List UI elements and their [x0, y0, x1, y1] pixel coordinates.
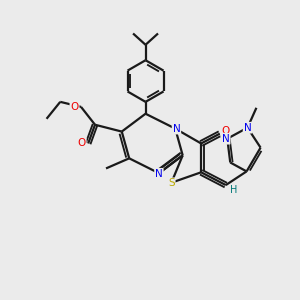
Text: S: S: [168, 178, 175, 188]
Text: O: O: [221, 126, 229, 136]
Text: H: H: [230, 185, 237, 195]
Text: N: N: [222, 134, 230, 144]
Text: O: O: [70, 102, 79, 112]
Text: N: N: [172, 124, 180, 134]
Text: N: N: [155, 169, 163, 179]
Text: O: O: [77, 139, 86, 148]
Text: N: N: [244, 123, 251, 133]
